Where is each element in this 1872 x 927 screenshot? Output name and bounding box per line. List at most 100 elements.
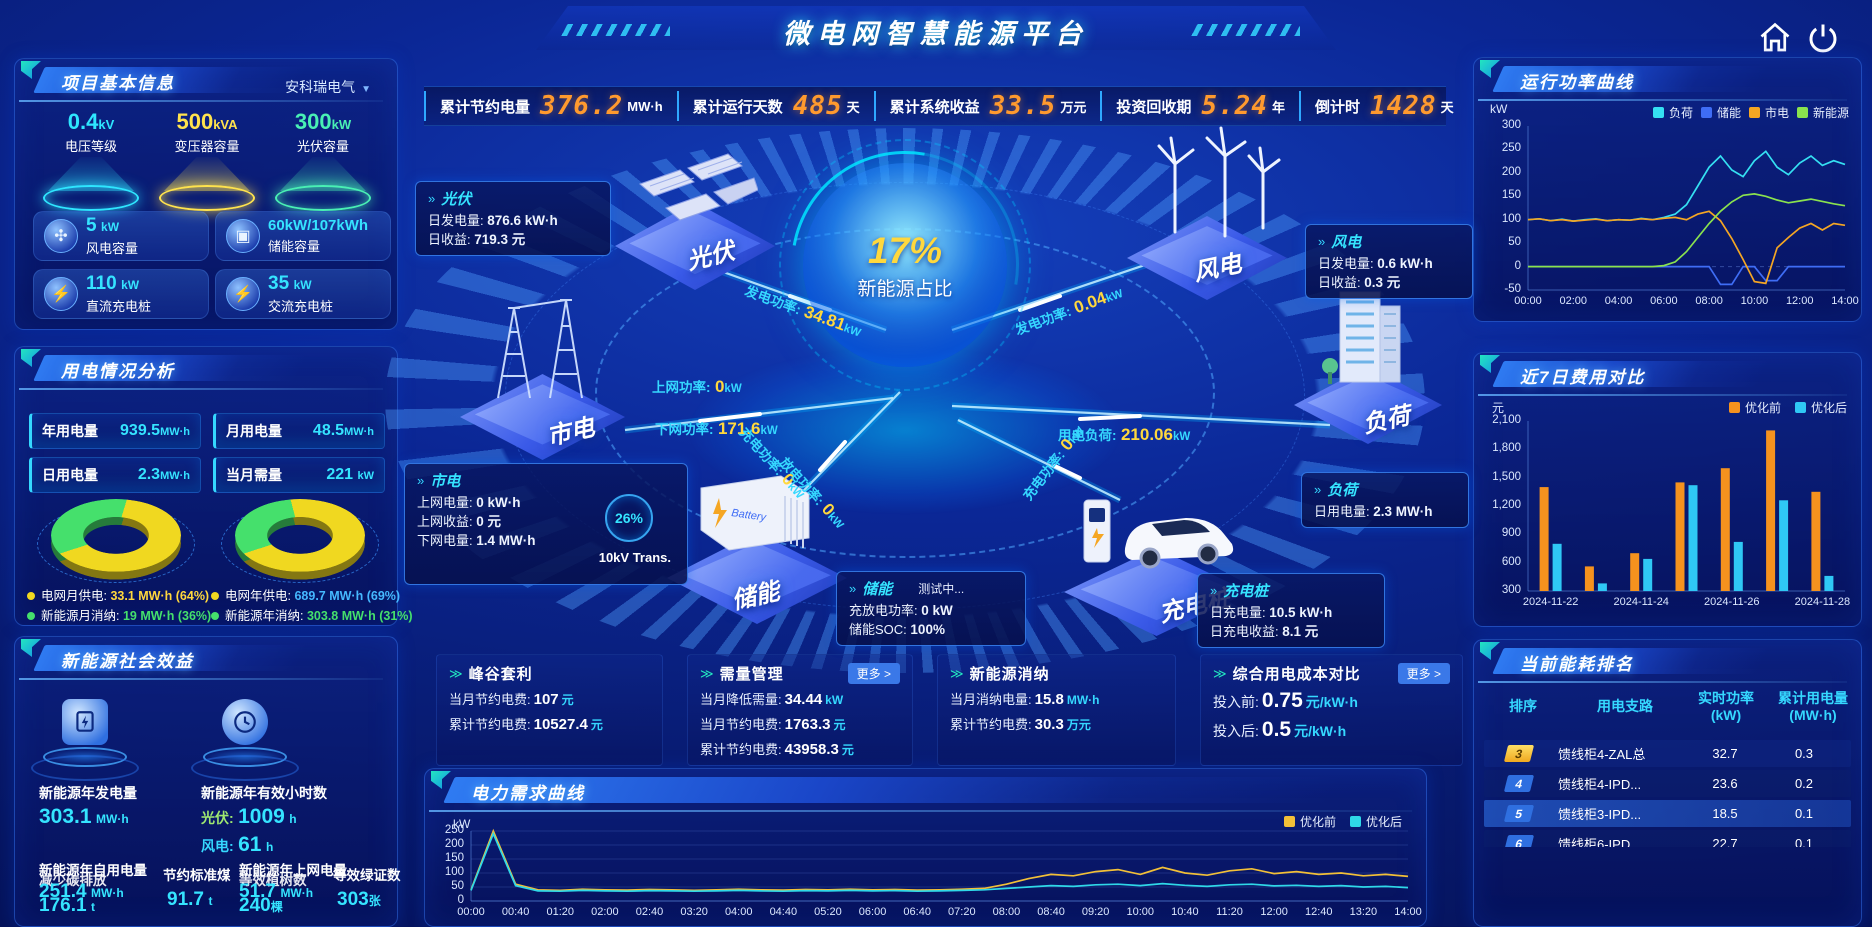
- wind-turbines-icon: [1157, 126, 1281, 238]
- cap-storage: ▣ 60kW/107kWh 储能容量: [215, 211, 391, 261]
- panel-project-header: 项目基本信息 安科瑞电气 ▼: [19, 61, 387, 102]
- spot-voltage: 0.4kV 电压等级: [33, 109, 149, 211]
- panel-project-info: 项目基本信息 安科瑞电气 ▼ 0.4kV 电压等级 500kVA 变压器容量 30…: [14, 58, 398, 330]
- panel-title: 电力需求曲线: [471, 784, 585, 803]
- double-arrow-icon: ≫: [950, 665, 964, 681]
- benefit-cert-label: 等效绿证数: [333, 868, 401, 883]
- panel-usage-header: 用电情况分析: [19, 349, 387, 390]
- node-grid[interactable]: 市电: [450, 286, 630, 461]
- demand-legend[interactable]: 优化前 优化后: [1283, 813, 1402, 830]
- benefit-pv-hours: 光伏: 1009 h: [201, 805, 297, 828]
- legend-swatch: [1748, 107, 1760, 118]
- panel-ranking: 当前能耗排名 排序 用电支路 实时功率 (kW) 累计用电量 (MW·h) 3 馈线…: [1473, 639, 1862, 927]
- cap-dc-charger: ⚡ 110 kW 直流充电桩: [33, 269, 209, 319]
- panel-benefit-header: 新能源社会效益: [19, 639, 387, 680]
- table-row-selected[interactable]: 5 馈线柜3-IPD... 18.5 0.1: [1484, 800, 1851, 827]
- double-arrow-icon: »: [1314, 482, 1322, 497]
- home-icon[interactable]: [1757, 20, 1793, 56]
- corner-flag-icon: [1480, 642, 1500, 660]
- rank-badge: 6: [1503, 835, 1535, 847]
- benefit-trees-value: 240棵: [239, 895, 283, 916]
- legend-year-renewable[interactable]: 新能源年消纳: 303.8 MW·h (31%): [211, 605, 413, 624]
- panel-title: 项目基本信息: [61, 74, 175, 93]
- legend-dot: [211, 592, 219, 600]
- benefit-coal-value: 91.7 t: [167, 889, 213, 910]
- donut-month: [37, 499, 195, 609]
- node-load[interactable]: 负荷: [1286, 280, 1446, 445]
- cost-legend[interactable]: 优化前 优化后: [1728, 399, 1847, 416]
- power-icon[interactable]: [1805, 20, 1841, 56]
- rank-badge: 5: [1503, 805, 1535, 822]
- load-info-box: » 负荷 日用电量: 2.3 MW·h: [1301, 472, 1469, 528]
- col-branch: 用电支路: [1597, 698, 1653, 714]
- kpi-system-income: 累计系统收益 33.5 万元: [873, 91, 1101, 121]
- legend-swatch: [1794, 402, 1806, 413]
- legend-swatch: [1728, 402, 1740, 413]
- cap-wind: ✣ 5 kW 风电容量: [33, 211, 209, 261]
- run-power-chart: 300 250 200 150 100 50 0 -50 00:00 02:00 04:00 06:0…: [1501, 119, 1859, 307]
- benefit-gen-value: 303.1 MW·h: [39, 805, 129, 828]
- hours-pedestal: [185, 699, 305, 781]
- double-arrow-icon: »: [1318, 234, 1326, 249]
- table-row[interactable]: 4 馈线柜4-IPD... 23.6 0.2: [1484, 770, 1851, 797]
- corner-flag-icon: [21, 61, 41, 79]
- cost-chart: 2,100 1,800 1,500 1,200 900 600 300 2024-11-22 2…: [1492, 414, 1851, 608]
- double-arrow-icon: »: [428, 191, 436, 206]
- corner-flag-icon: [21, 349, 41, 367]
- renewable-share-value: 17%: [867, 229, 943, 271]
- cap-ac-charger: ⚡ 35 kW 交流充电桩: [215, 269, 391, 319]
- benefit-selfuse-value: 251.4 MW·h: [39, 881, 124, 902]
- more-button[interactable]: 更多 >: [1397, 663, 1450, 684]
- benefit-co2-value: 176.1 t: [39, 895, 95, 916]
- table-row[interactable]: 6 馈线柜6-IPD 22.7 0.1: [1484, 830, 1851, 847]
- stat-day-usage: 日用电量 2.3MW·h: [29, 457, 201, 493]
- generation-pedestal: [25, 699, 145, 781]
- page-title: 微电网智慧能源平台: [783, 19, 1089, 49]
- legend-dot: [27, 612, 35, 620]
- col-rank: 排序: [1509, 698, 1537, 714]
- demand-y-axis-label: kW: [453, 817, 471, 831]
- legend-month-grid[interactable]: 电网月供电: 33.1 MW·h (64%): [27, 585, 209, 604]
- run-power-legend[interactable]: 负荷 储能 市电 新能源: [1652, 104, 1849, 121]
- panel-usage: 用电情况分析 年用电量 939.5MW·h 月用电量 48.5MW·h 日用电量…: [14, 346, 413, 626]
- corner-flag-icon: [1480, 355, 1500, 373]
- corner-flag-icon: [1480, 60, 1500, 78]
- double-arrow-icon: ≫: [449, 665, 463, 681]
- legend-swatch: [1283, 816, 1295, 827]
- transformer-label: 10kV Trans.: [598, 550, 671, 565]
- pv-info-box: » 光伏 日发电量: 876.6 kW·h 日收益: 719.3 元: [415, 181, 611, 256]
- more-button[interactable]: 更多 >: [847, 663, 900, 684]
- stat-month-usage: 月用电量 48.5MW·h: [213, 413, 385, 449]
- title-decoration-left: [560, 24, 670, 36]
- node-wind[interactable]: 风电: [1115, 112, 1295, 302]
- company-dropdown[interactable]: 安科瑞电气 ▼: [285, 79, 371, 95]
- title-decoration-right: [1190, 24, 1300, 36]
- demand-chart: 250 200 150 100 50 0 00:00 00:40 01:20 02:00 02:40…: [444, 824, 1422, 918]
- node-pv[interactable]: 光伏: [600, 140, 780, 290]
- legend-swatch: [1796, 107, 1808, 118]
- testing-badge: 测试中...: [918, 582, 965, 596]
- stat-year-usage: 年用电量 939.5MW·h: [29, 413, 201, 449]
- battery-icon: ▣: [226, 219, 260, 253]
- legend-dot: [211, 612, 219, 620]
- col-energy: 累计用电量 (MW·h): [1778, 690, 1848, 723]
- legend-swatch: [1652, 107, 1664, 118]
- benefit-trees-label: 等效植树数: [239, 873, 307, 888]
- double-arrow-icon: »: [417, 473, 425, 488]
- card-renewable-consumption: ≫ 新能源消纳 当月消纳电量: 15.8 MW·h 累计节约电费: 30.3 万元: [937, 654, 1176, 766]
- double-arrow-icon: »: [1210, 583, 1218, 598]
- benefit-hours-label: 新能源年有效小时数: [201, 785, 327, 801]
- legend-year-grid[interactable]: 电网年供电: 689.7 MW·h (69%): [211, 585, 400, 604]
- solar-panels-icon: [639, 153, 758, 221]
- legend-swatch: [1700, 107, 1712, 118]
- panel-title: 用电情况分析: [61, 362, 175, 381]
- renewable-share-label: 新能源占比: [857, 278, 953, 300]
- legend-month-renewable[interactable]: 新能源月消纳: 19 MW·h (36%): [27, 605, 211, 624]
- double-arrow-icon: »: [849, 581, 857, 596]
- panel-ranking-header: 当前能耗排名: [1478, 642, 1851, 683]
- svg-text:Battery: Battery: [731, 507, 769, 524]
- building-icon: [1322, 291, 1401, 384]
- col-power: 实时功率 (kW): [1698, 690, 1754, 723]
- benefit-feedin-value: 51.7 MW·h: [239, 881, 314, 902]
- table-row[interactable]: 3 馈线柜4-ZAL总 32.7 0.3: [1484, 740, 1851, 767]
